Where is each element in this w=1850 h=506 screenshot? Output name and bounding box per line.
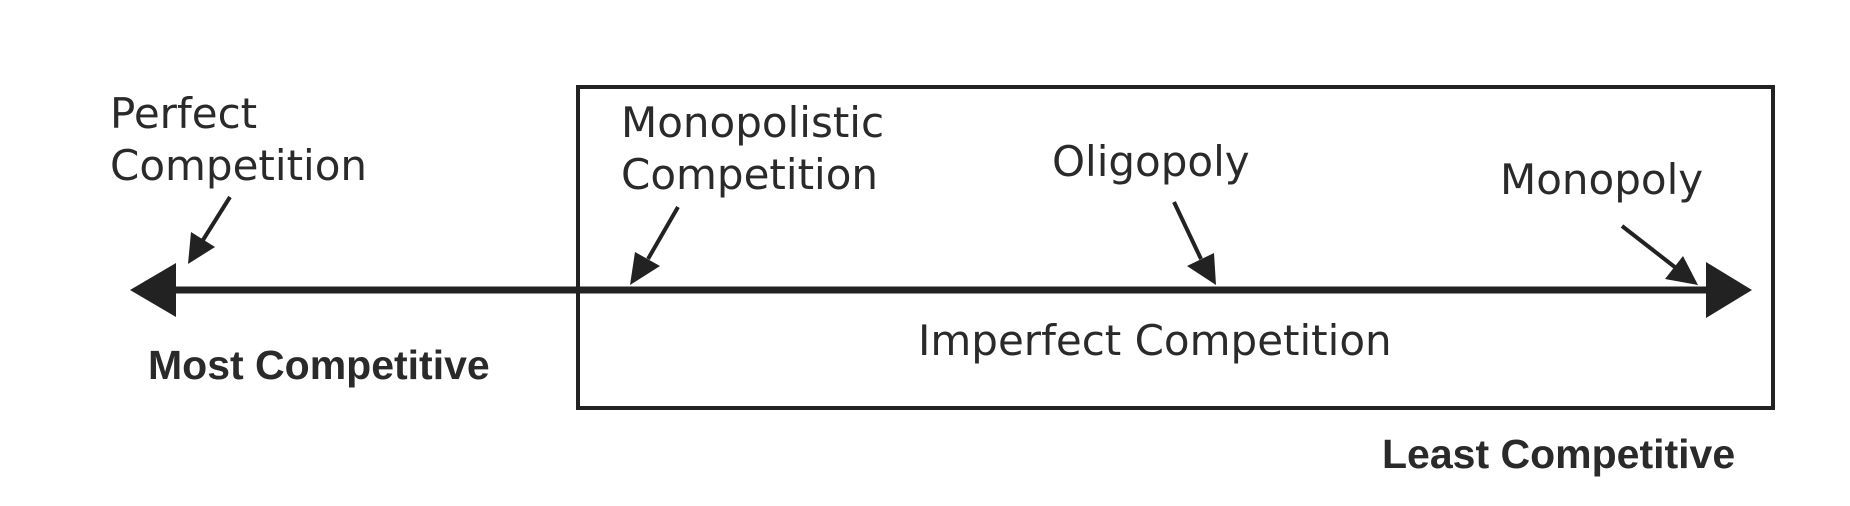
imperfect-competition-label: Imperfect Competition [918, 316, 1392, 365]
oligopoly-label: Oligopoly [1052, 136, 1250, 188]
monopoly-label-text: Monopoly [1500, 155, 1704, 204]
axis-left-arrowhead [130, 263, 176, 317]
perfect-competition-label-line2: Competition [110, 141, 368, 190]
perfect-competition-pointer-arrow [188, 195, 232, 264]
imperfect-competition-box [576, 85, 1775, 410]
least-competitive-label: Least Competitive [1382, 431, 1736, 477]
perfect-competition-label: Perfect Competition [110, 88, 367, 192]
most-competitive-label: Most Competitive [148, 342, 490, 388]
perfect-competition-label-line1: Perfect [110, 89, 258, 138]
monopolistic-competition-label-line2: Competition [621, 150, 879, 199]
axis-right-arrowhead [1706, 262, 1752, 318]
monopoly-label: Monopoly [1500, 154, 1703, 206]
monopolistic-competition-label-line1: Monopolistic [621, 98, 885, 147]
monopolistic-competition-pointer-arrow [630, 206, 680, 285]
oligopoly-label-text: Oligopoly [1052, 137, 1250, 186]
monopolistic-competition-label: Monopolistic Competition [621, 97, 884, 201]
oligopoly-pointer-arrow [1172, 201, 1216, 285]
monopoly-pointer-arrow [1620, 224, 1698, 285]
